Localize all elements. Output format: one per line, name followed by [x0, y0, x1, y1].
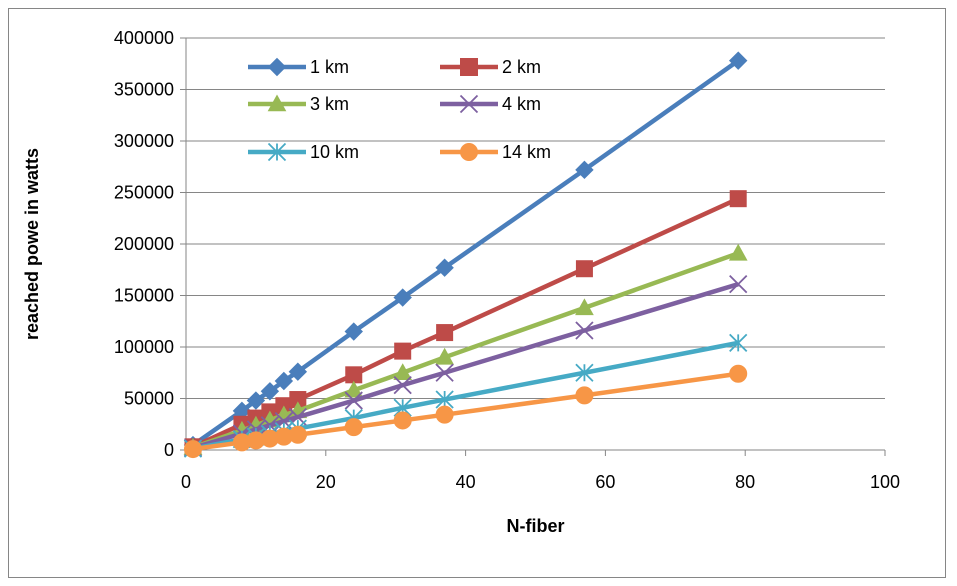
data-point	[393, 288, 412, 307]
data-point	[344, 391, 363, 410]
legend-label: 4 km	[502, 94, 541, 114]
data-point	[729, 364, 748, 383]
data-point	[393, 363, 413, 381]
data-point	[393, 411, 412, 430]
legend-marker	[267, 94, 287, 112]
x-tick-label: 0	[181, 472, 191, 492]
data-point	[288, 425, 307, 444]
data-point	[729, 190, 747, 208]
data-point	[729, 275, 748, 294]
data-point	[344, 322, 363, 341]
data-point	[183, 440, 202, 459]
x-tick-label: 60	[595, 472, 615, 492]
data-point	[288, 362, 308, 381]
data-point	[435, 405, 454, 424]
y-tick-label: 300000	[114, 131, 174, 151]
data-point	[575, 298, 594, 316]
y-tick-label: 250000	[114, 183, 174, 203]
data-point	[575, 160, 594, 180]
data-point	[344, 418, 363, 437]
x-tick-label: 20	[316, 472, 336, 492]
legend: 1 km 2 km 3 km 4 km 10 km 14 km	[248, 57, 551, 162]
legend-entry: 14 km	[440, 142, 551, 162]
legend-label: 14 km	[502, 142, 551, 162]
x-tick-label: 40	[456, 472, 476, 492]
y-tick-label: 400000	[114, 28, 174, 48]
legend-entry: 2 km	[440, 57, 541, 77]
legend-entry: 3 km	[248, 94, 349, 114]
data-point	[393, 375, 412, 395]
data-point	[436, 324, 454, 342]
series-line	[192, 251, 739, 450]
data-point	[729, 333, 748, 353]
y-tick-label: 350000	[114, 80, 174, 100]
legend-entry: 10 km	[248, 142, 359, 162]
data-point	[729, 51, 748, 70]
data-point	[575, 386, 594, 405]
legend-label: 3 km	[310, 94, 349, 114]
x-tick-label: 80	[735, 472, 755, 492]
data-point	[728, 243, 748, 261]
series-1-km	[183, 51, 748, 455]
y-tick-label: 0	[164, 440, 174, 460]
data-point	[575, 321, 594, 340]
data-point	[435, 390, 454, 409]
y-axis-title: reached powe in watts	[22, 148, 42, 340]
data-point	[435, 363, 454, 382]
legend-entry: 4 km	[440, 94, 541, 114]
axes	[180, 37, 886, 456]
y-tick-label: 50000	[124, 389, 174, 409]
legend-marker	[267, 142, 287, 162]
data-point	[435, 347, 454, 365]
series-3-km	[183, 243, 748, 455]
legend-label: 1 km	[310, 57, 349, 77]
legend-marker	[460, 58, 478, 76]
plot-area	[183, 51, 748, 459]
legend-marker	[267, 57, 287, 77]
y-tick-label: 100000	[114, 337, 174, 357]
data-point	[260, 382, 280, 401]
data-point	[246, 391, 266, 410]
legend-label: 10 km	[310, 142, 359, 162]
x-axis-title: N-fiber	[507, 516, 565, 536]
data-point	[575, 260, 593, 278]
legend-marker	[460, 143, 478, 161]
tick-labels: 0 50000 100000 150000 200000 250000 300000 3500…	[114, 28, 900, 492]
data-point	[394, 342, 412, 360]
legend-entry: 1 km	[248, 57, 349, 77]
series-14-km	[183, 364, 748, 459]
data-point	[575, 363, 594, 382]
x-tick-label: 100	[870, 472, 900, 492]
y-tick-label: 200000	[114, 234, 174, 254]
data-point	[274, 371, 294, 391]
data-point	[344, 380, 364, 398]
legend-label: 2 km	[502, 57, 541, 77]
series-4-km	[183, 275, 748, 458]
y-tick-label: 150000	[114, 286, 174, 306]
legend-marker	[459, 94, 479, 114]
data-point	[435, 258, 454, 277]
data-point	[345, 366, 363, 384]
